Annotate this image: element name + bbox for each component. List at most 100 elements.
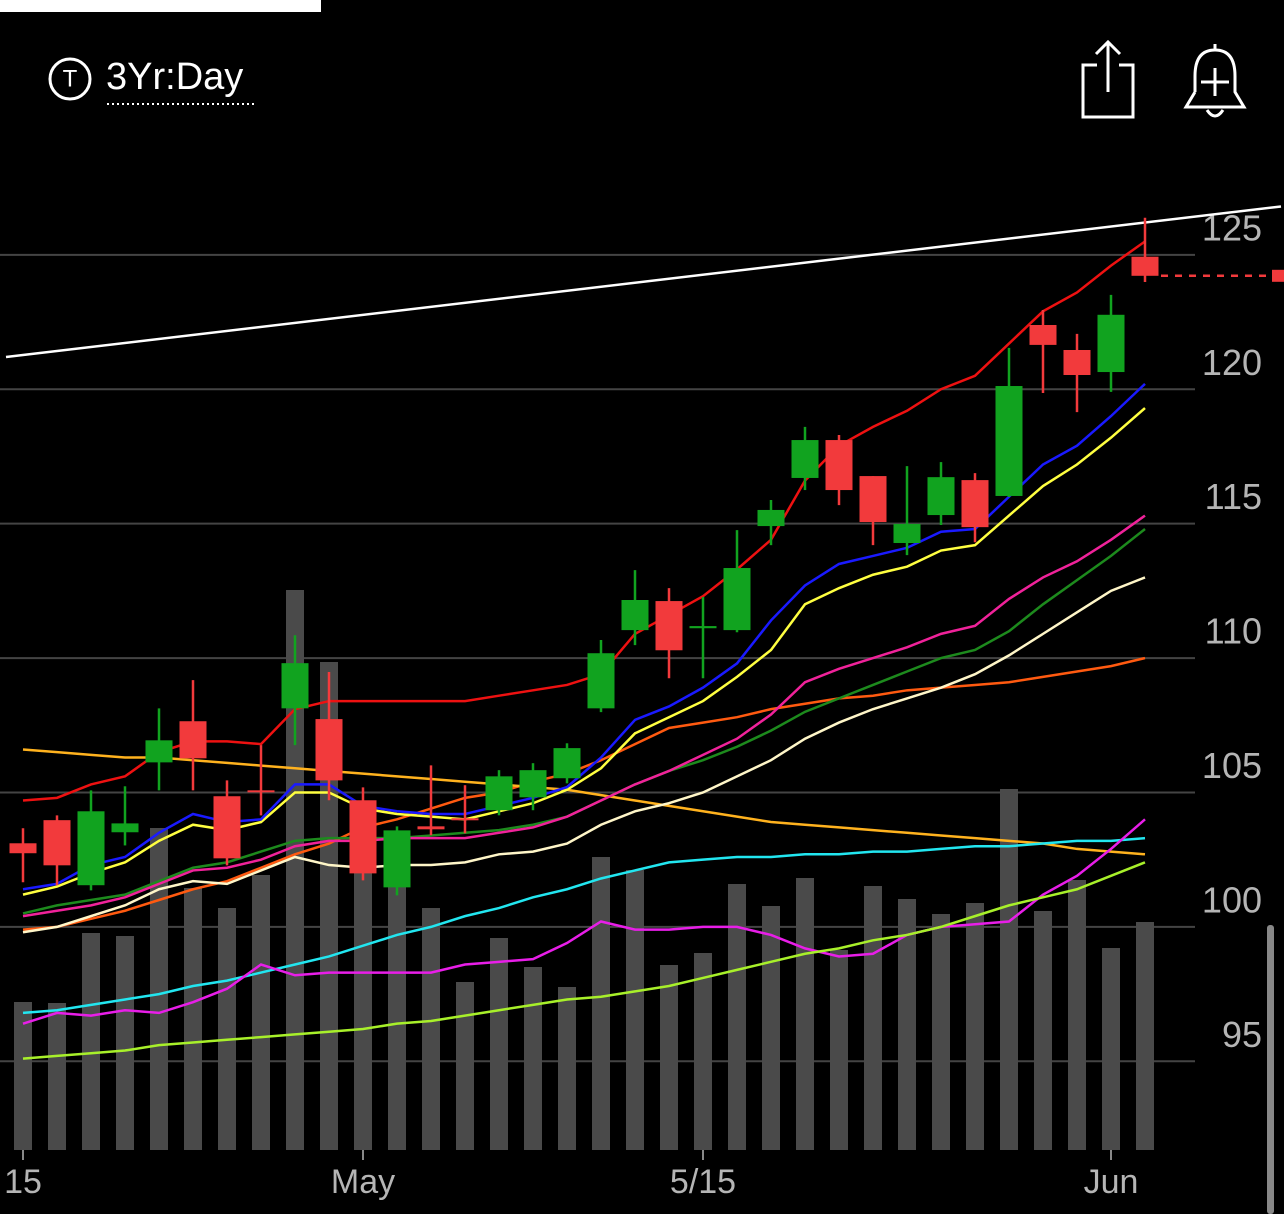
y-tick-label: 115 (1205, 476, 1262, 517)
candle-body (621, 600, 649, 631)
volume-bar (218, 908, 236, 1150)
alert-button[interactable] (1183, 44, 1247, 118)
volume-bar (354, 870, 372, 1150)
candle-body (519, 770, 547, 798)
candle-body (417, 826, 445, 830)
volume-bar (626, 870, 644, 1150)
volume-bar (796, 878, 814, 1150)
y-tick-label: 100 (1202, 879, 1262, 920)
volume-bar (1102, 948, 1120, 1150)
bell-outline (1183, 44, 1247, 109)
volume-bar (728, 884, 746, 1150)
volume-bar (762, 906, 780, 1150)
volume-bar (694, 953, 712, 1150)
bell-clapper (1205, 109, 1225, 118)
volume-bar (864, 886, 882, 1150)
candle-body (1097, 314, 1125, 373)
volume-bar (252, 875, 270, 1150)
moving-average-line (22, 818, 1146, 1025)
volume-bar (490, 938, 508, 1150)
volume-bar (48, 1003, 66, 1150)
candle-body (451, 818, 479, 821)
share-arrow (1094, 39, 1122, 92)
x-tick-label: 5/15 (670, 1163, 736, 1201)
candle-body (383, 830, 411, 888)
moving-average-line (22, 748, 1146, 856)
moving-average-line (22, 240, 1146, 802)
trend-line (5, 205, 1282, 359)
share-box (1081, 63, 1135, 119)
candle-body (587, 653, 615, 709)
y-tick-label: 120 (1202, 342, 1262, 383)
volume-bar (286, 590, 304, 1150)
candle-body (485, 776, 513, 811)
y-tick-label: 105 (1202, 745, 1262, 786)
x-tick-label: Jun (1084, 1163, 1139, 1201)
candle-body (1063, 350, 1091, 375)
range-selector[interactable]: T 3Yr:Day (48, 56, 256, 105)
candle-body (213, 796, 241, 859)
volume-bar (82, 933, 100, 1150)
candle-body (349, 800, 377, 874)
candle-body (723, 568, 751, 631)
moving-average-line (22, 836, 1146, 1015)
moving-average-line (22, 514, 1146, 918)
x-tick-label: 15 (4, 1163, 42, 1201)
y-tick-label: 110 (1205, 611, 1262, 652)
x-tick-label: May (331, 1163, 395, 1201)
scrollbar[interactable] (1267, 925, 1274, 1214)
candle-body (43, 820, 71, 866)
moving-average-line (22, 861, 1146, 1060)
candle-body (859, 476, 887, 523)
candle-body (1131, 256, 1159, 276)
volume-bar (1136, 922, 1154, 1150)
candle-body (791, 440, 819, 478)
volume-bar (150, 828, 168, 1150)
volume-bar (388, 880, 406, 1150)
candle-body (893, 523, 921, 544)
range-icon (48, 57, 92, 101)
volume-bar (966, 903, 984, 1150)
candle-body (315, 719, 343, 781)
candle-body (689, 626, 717, 629)
candle-body (281, 663, 309, 709)
volume-bar (116, 936, 134, 1150)
moving-average-line (22, 656, 1146, 931)
volume-bar (592, 857, 610, 1150)
candle-body (77, 811, 105, 886)
candle-body (179, 721, 207, 759)
share-button[interactable] (1081, 39, 1135, 119)
volume-bar (830, 950, 848, 1150)
candle-body (553, 748, 581, 779)
volume-bar (184, 888, 202, 1150)
moving-average-line (22, 407, 1146, 896)
volume-bar (14, 1002, 32, 1150)
volume-bar (1068, 880, 1086, 1150)
candle-body (961, 480, 989, 528)
candle-body (995, 386, 1023, 496)
progress-bar (0, 0, 321, 12)
candle-body (247, 790, 275, 793)
candle-body (655, 601, 683, 651)
candle-body (757, 509, 785, 527)
candle-body (1029, 325, 1057, 345)
volume-bar (660, 965, 678, 1150)
last-price-marker (1272, 269, 1284, 282)
moving-average-line (22, 382, 1146, 891)
range-icon-letter: T (63, 65, 78, 92)
volume-bar (932, 914, 950, 1150)
volume-bar (1034, 911, 1052, 1150)
volume-bar (1000, 789, 1018, 1150)
candle-body (9, 843, 37, 854)
candle-body (145, 740, 173, 763)
y-tick-label: 95 (1222, 1014, 1262, 1055)
volume-bar (422, 908, 440, 1150)
candle-body (825, 440, 853, 491)
volume-bar (558, 987, 576, 1150)
volume-bar (524, 967, 542, 1150)
bell-plus (1201, 68, 1229, 96)
volume-bar (456, 982, 474, 1150)
candle-body (111, 823, 139, 833)
candle-body (927, 477, 955, 516)
